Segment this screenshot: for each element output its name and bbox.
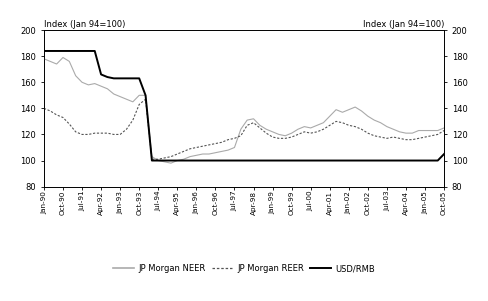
Text: Index (Jan 94=100): Index (Jan 94=100) (363, 20, 444, 29)
Legend: JP Morgan NEER, JP Morgan REER, USD/RMB: JP Morgan NEER, JP Morgan REER, USD/RMB (110, 261, 378, 276)
Text: Index (Jan 94=100): Index (Jan 94=100) (44, 20, 125, 29)
